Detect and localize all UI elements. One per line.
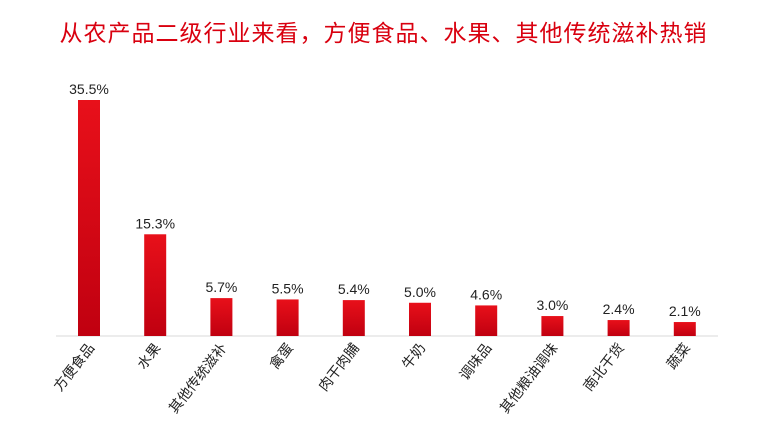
category-label: 其他粮油调味	[497, 341, 561, 417]
bar-0	[78, 100, 100, 336]
data-label: 3.0%	[536, 297, 568, 313]
category-label: 牛奶	[399, 341, 429, 373]
bar-7	[541, 316, 564, 336]
data-label: 5.0%	[404, 284, 436, 300]
bar-5	[409, 302, 431, 336]
category-label: 禽蛋	[266, 340, 297, 373]
category-label: 调味品	[457, 341, 495, 384]
data-label: 2.4%	[603, 301, 635, 317]
data-label: 2.1%	[669, 303, 701, 319]
bar-2	[210, 298, 233, 336]
category-label: 南北干货	[580, 340, 628, 395]
data-label: 5.7%	[205, 279, 237, 295]
bar-1	[144, 234, 167, 336]
data-label: 4.6%	[470, 286, 502, 302]
chart-title: 从农产品二级行业来看，方便食品、水果、其他传统滋补热销	[59, 21, 708, 47]
data-label: 15.3%	[135, 215, 175, 231]
data-label: 5.4%	[338, 281, 370, 297]
data-label: 5.5%	[272, 280, 304, 296]
category-label: 水果	[135, 341, 165, 373]
bar-6	[475, 305, 498, 336]
bar-3	[276, 299, 299, 336]
category-label: 其他传统滋补	[166, 341, 230, 417]
category-label: 蔬菜	[664, 341, 694, 373]
bar-9	[673, 322, 696, 336]
category-label: 方便食品	[50, 340, 98, 395]
bar-4	[342, 300, 365, 336]
category-label: 肉干肉脯	[316, 341, 363, 395]
bar-8	[607, 320, 630, 336]
data-label: 35.5%	[69, 81, 109, 97]
